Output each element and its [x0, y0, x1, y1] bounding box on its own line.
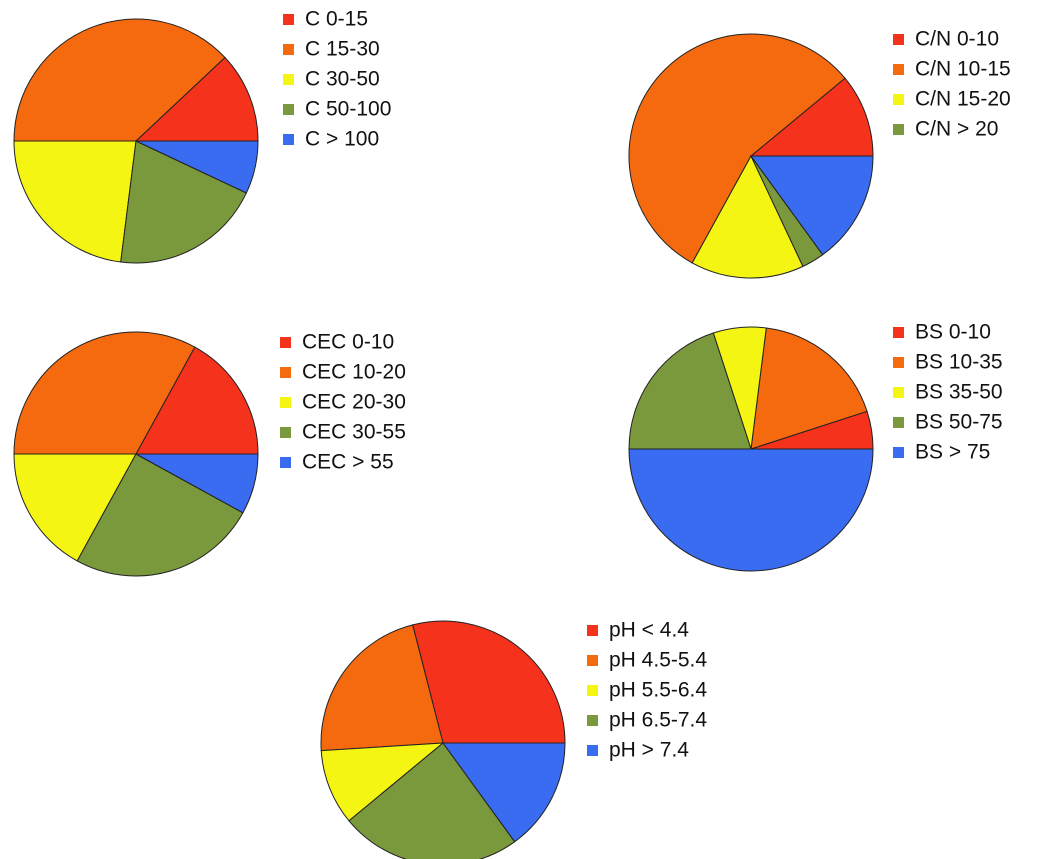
legend-label: pH > 7.4 [609, 739, 689, 762]
legend-swatch [893, 34, 904, 45]
pie-slice [135, 453, 259, 514]
pie-slice [628, 33, 846, 264]
legend-swatch [283, 14, 294, 25]
legend-swatch [893, 417, 904, 428]
pie-slice [412, 620, 566, 744]
legend-swatch [893, 447, 904, 458]
pie-slice [749, 77, 874, 157]
legend-label: BS 35-50 [915, 381, 1003, 404]
pie-slice [628, 332, 752, 450]
legend-swatch [283, 74, 294, 85]
legend-swatch [280, 397, 291, 408]
pie-slice [76, 453, 244, 577]
legend-label: CEC > 55 [302, 451, 394, 474]
pie-slice [13, 331, 196, 455]
pie-slice [135, 346, 259, 455]
legend-label: CEC 0-10 [302, 331, 394, 354]
legend-swatch [587, 685, 598, 696]
pie-slice [442, 742, 566, 843]
legend-label: CEC 20-30 [302, 391, 406, 414]
legend-swatch [893, 387, 904, 398]
legend-label: BS 0-10 [915, 321, 991, 344]
pie-slice [348, 742, 516, 859]
legend-label: CEC 30-55 [302, 421, 406, 444]
legend-label: C 0-15 [305, 8, 368, 31]
legend-swatch [893, 124, 904, 135]
legend-swatch [893, 327, 904, 338]
pie-slice [120, 140, 248, 264]
pie-slice [750, 155, 874, 256]
pie-slice [13, 453, 137, 562]
legend-label: C > 100 [305, 128, 379, 151]
legend-label: C/N 15-20 [915, 88, 1011, 111]
legend-label: C/N 10-15 [915, 58, 1011, 81]
pie-slice [691, 154, 804, 279]
legend-label: C 30-50 [305, 68, 380, 91]
legend-swatch [280, 367, 291, 378]
legend-swatch [283, 104, 294, 115]
legend-swatch [280, 457, 291, 468]
pie-slice [13, 140, 137, 263]
legend-swatch [280, 337, 291, 348]
legend-label: C/N 0-10 [915, 28, 999, 51]
pie-slice [13, 18, 226, 142]
legend-swatch [280, 427, 291, 438]
legend-swatch [893, 64, 904, 75]
pie-slice [134, 56, 259, 142]
legend-label: BS 10-35 [915, 351, 1003, 374]
pie-slice [320, 624, 444, 752]
legend-swatch [587, 745, 598, 756]
legend-swatch [893, 94, 904, 105]
legend-label: CEC 10-20 [302, 361, 406, 384]
legend-swatch [283, 44, 294, 55]
pie-slice [750, 327, 868, 450]
legend-label: BS > 75 [915, 441, 990, 464]
pie-slice [135, 140, 259, 194]
legend-swatch [893, 357, 904, 368]
legend-label: C 15-30 [305, 38, 380, 61]
legend-label: pH 4.5-5.4 [609, 649, 707, 672]
legend-swatch [283, 134, 294, 145]
legend-swatch [587, 655, 598, 666]
legend-swatch [587, 715, 598, 726]
pie-slice [628, 448, 874, 572]
legend-label: C/N > 20 [915, 118, 998, 141]
legend-label: BS 50-75 [915, 411, 1003, 434]
legend-label: pH < 4.4 [609, 619, 689, 642]
legend-swatch [587, 625, 598, 636]
legend-label: C 50-100 [305, 98, 391, 121]
legend-label: pH 5.5-6.4 [609, 679, 707, 702]
pie-slice [320, 742, 445, 822]
legend-label: pH 6.5-7.4 [609, 709, 707, 732]
